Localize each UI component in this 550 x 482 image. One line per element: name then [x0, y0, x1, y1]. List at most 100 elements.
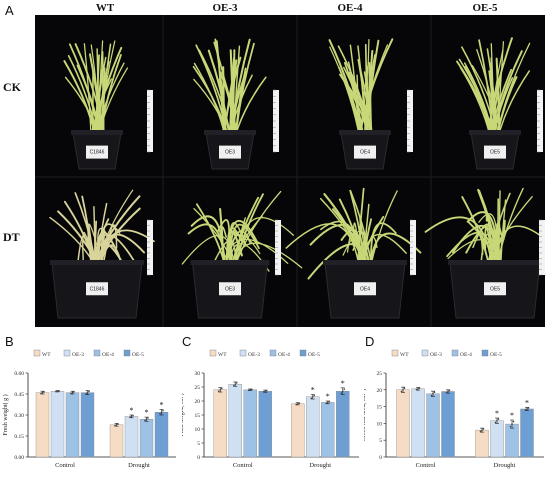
data-point	[70, 393, 72, 395]
legend-label: OE-5	[490, 352, 502, 358]
column-header-oe5: OE-5	[455, 2, 515, 14]
scale-bar	[410, 220, 416, 275]
pot-rim	[323, 260, 407, 265]
pot-rim	[50, 260, 144, 265]
legend-swatch	[300, 350, 306, 356]
x-category-label: Control	[416, 462, 436, 469]
significance-star: *	[145, 408, 149, 417]
bar	[412, 389, 425, 457]
data-point	[42, 392, 44, 394]
y-tick-label: 15	[377, 405, 383, 411]
pot-ck-3: OE5	[469, 130, 521, 169]
data-point	[219, 389, 221, 391]
bar	[125, 416, 138, 457]
y-tick-label: 0	[197, 455, 200, 461]
y-tick-label: 25	[377, 371, 383, 377]
data-point	[88, 391, 90, 393]
data-point	[449, 390, 451, 392]
bar	[214, 390, 227, 457]
data-point	[526, 408, 528, 410]
pot-ck-2: OE4	[339, 130, 391, 169]
bar	[244, 390, 257, 457]
scale-bar	[147, 90, 153, 152]
data-point	[117, 423, 119, 425]
significance-star: *	[160, 400, 164, 409]
y-tick-label: 5	[379, 438, 382, 444]
data-point	[327, 402, 329, 404]
data-point	[419, 387, 421, 389]
data-point	[528, 407, 530, 409]
significance-star: *	[341, 379, 345, 388]
data-point	[513, 421, 515, 423]
column-header-oe3: OE-3	[195, 2, 255, 14]
panel-label-a: A	[5, 3, 14, 18]
data-point	[236, 382, 238, 384]
significance-star: *	[326, 392, 330, 401]
data-point	[343, 388, 345, 390]
data-point	[298, 402, 300, 404]
y-tick-label: 25	[195, 385, 201, 391]
data-point	[416, 389, 418, 391]
bar	[306, 397, 319, 457]
pot-label-text: OE5	[490, 150, 500, 156]
x-category-label: Drought	[128, 462, 150, 469]
data-point	[446, 392, 448, 394]
legend-swatch	[270, 350, 276, 356]
pot-dt-0: C1846	[50, 260, 144, 318]
legend-swatch	[34, 350, 40, 356]
data-point	[131, 416, 133, 418]
bar	[155, 412, 168, 457]
data-point	[147, 417, 149, 419]
y-axis-label: Green leaf area( cm² )	[364, 389, 367, 442]
data-point	[401, 391, 403, 393]
data-point	[85, 393, 87, 395]
bar	[427, 394, 440, 457]
pot-dt-3: OE5	[448, 260, 542, 318]
y-axis-label: Fresh weight( g )	[2, 394, 9, 435]
significance-star: *	[311, 386, 315, 395]
data-point	[496, 420, 498, 422]
data-point	[297, 403, 299, 405]
pot-rim	[339, 130, 391, 135]
data-point	[340, 392, 342, 394]
bar	[51, 391, 64, 457]
bar	[506, 424, 519, 457]
bar	[291, 404, 304, 457]
legend-label: WT	[400, 352, 409, 358]
data-point	[55, 391, 57, 393]
pot-rim	[191, 260, 270, 265]
legend-swatch	[210, 350, 216, 356]
data-point	[162, 410, 164, 412]
legend-swatch	[392, 350, 398, 356]
data-point	[251, 388, 253, 390]
data-point	[312, 396, 314, 398]
bar	[66, 393, 79, 457]
bar	[476, 430, 489, 457]
legend-swatch	[240, 350, 246, 356]
data-point	[404, 387, 406, 389]
data-point	[72, 392, 74, 394]
scale-bar	[147, 220, 153, 275]
data-point	[58, 390, 60, 392]
legend-label: OE-5	[132, 352, 144, 358]
data-point	[146, 418, 148, 420]
y-tick-label: 0.45	[14, 392, 24, 398]
plant	[457, 38, 530, 133]
pot-label-text: OE3	[225, 286, 235, 292]
row-header-dt: DT	[3, 230, 20, 245]
legend-label: OE-3	[72, 352, 84, 358]
bar	[229, 384, 242, 457]
data-point	[480, 431, 482, 433]
data-point	[483, 428, 485, 430]
scale-bar	[537, 90, 543, 152]
data-point	[248, 390, 250, 392]
bar	[397, 390, 410, 457]
bar	[321, 402, 334, 457]
y-tick-label: 15	[195, 413, 201, 419]
data-point	[73, 391, 75, 393]
legend-swatch	[64, 350, 70, 356]
